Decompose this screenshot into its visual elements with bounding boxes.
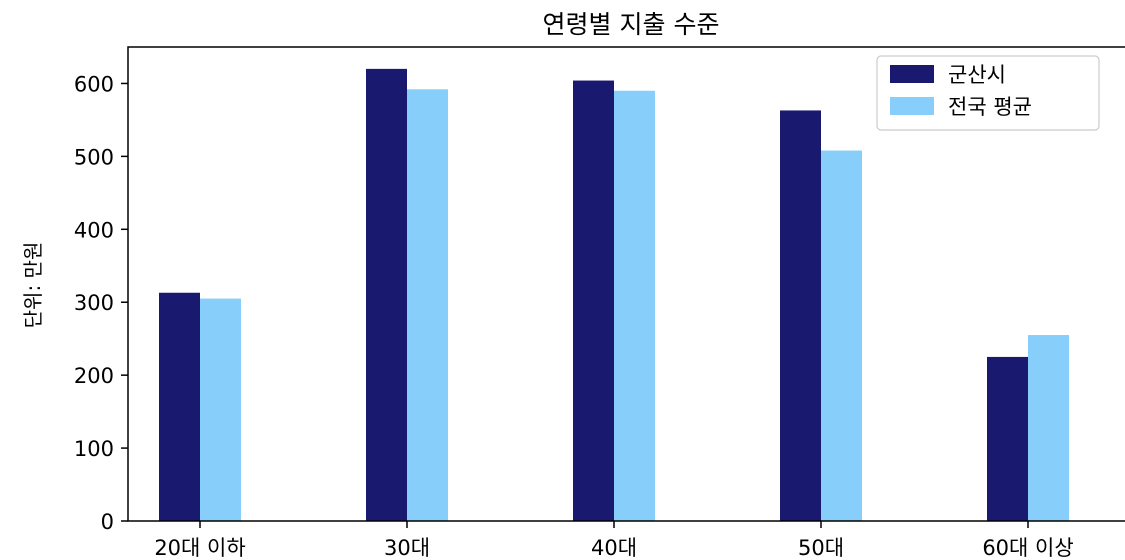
legend-label: 군산시: [948, 63, 1006, 87]
y-tick-label: 500: [74, 145, 114, 169]
bar: [366, 68, 407, 521]
legend-swatch: [890, 97, 934, 115]
bar: [200, 298, 241, 521]
x-tick-label: 30대: [384, 536, 430, 560]
bar: [1028, 335, 1069, 521]
x-tick-label: 20대 이하: [154, 536, 245, 560]
y-tick-label: 0: [101, 510, 114, 534]
chart-title: 연령별 지출 수준: [543, 10, 720, 39]
y-ticks: 0 100 200 300 400 500 600: [74, 72, 128, 534]
bar: [614, 90, 655, 521]
plot-frame: [127, 46, 1125, 522]
bar: [159, 292, 200, 521]
bar: [573, 80, 614, 521]
x-ticks: 20대 이하 30대 40대 50대 60대 이상: [154, 521, 1074, 560]
bar: [987, 356, 1028, 521]
legend-swatch: [890, 65, 934, 83]
x-tick-label: 40대: [591, 536, 637, 560]
bar: [821, 150, 862, 521]
bar: [407, 89, 448, 522]
legend-label: 전국 평균: [948, 95, 1032, 119]
y-axis-label: 단위: 만원: [21, 242, 45, 329]
y-tick-label: 400: [74, 218, 114, 242]
bar: [780, 110, 821, 521]
y-tick-label: 600: [74, 72, 114, 96]
x-tick-label: 60대 이상: [982, 536, 1073, 560]
y-tick-label: 300: [74, 291, 114, 315]
bars: [159, 68, 1069, 522]
y-tick-label: 100: [74, 437, 114, 461]
x-tick-label: 50대: [798, 536, 844, 560]
y-tick-label: 200: [74, 364, 114, 388]
